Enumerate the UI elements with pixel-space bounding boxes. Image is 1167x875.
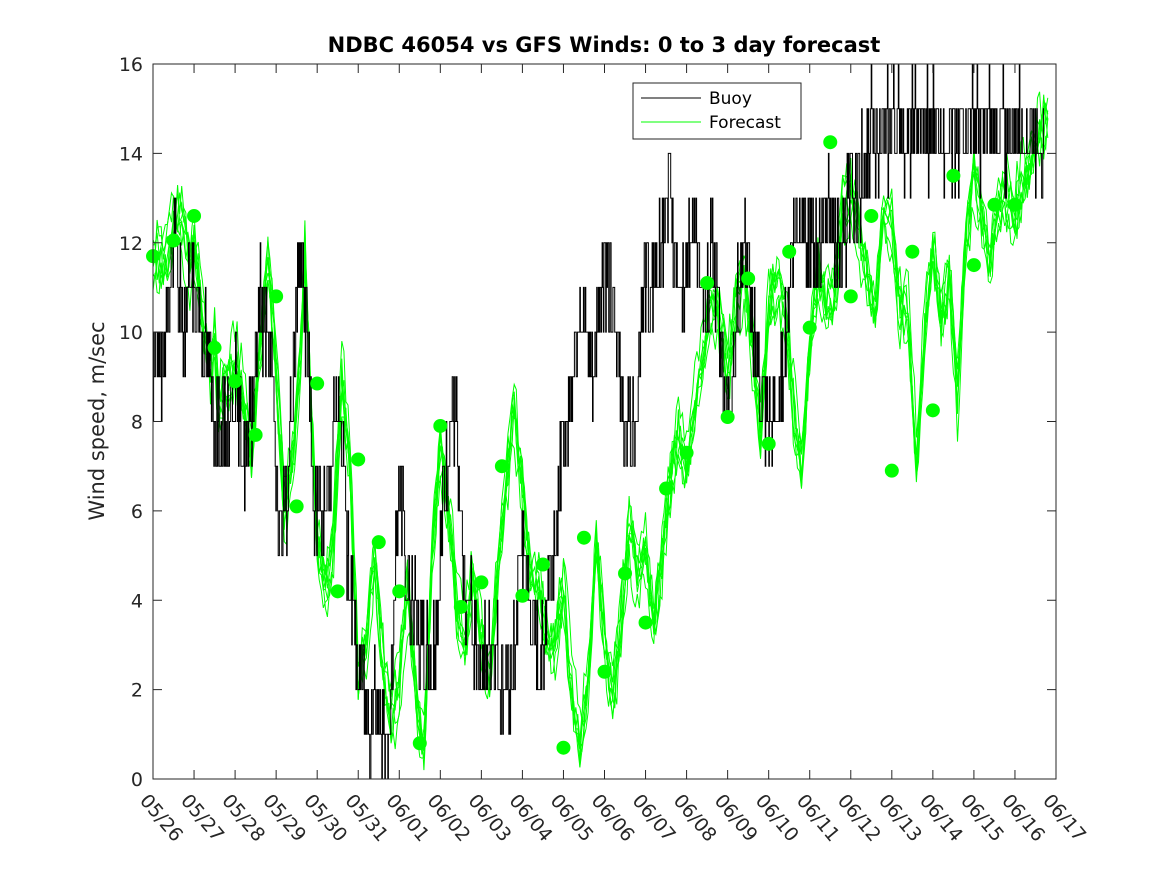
forecast-series <box>153 91 1049 771</box>
y-tick-label: 10 <box>119 322 143 344</box>
forecast-point <box>207 340 222 355</box>
forecast-point <box>823 135 838 150</box>
forecast-point <box>782 244 797 259</box>
forecast-point <box>802 320 817 335</box>
y-axis-label: Wind speed, m/sec <box>85 321 109 520</box>
forecast-point <box>371 535 386 550</box>
forecast-point <box>494 459 509 474</box>
legend-buoy-label: Buoy <box>709 89 752 109</box>
forecast-point <box>228 374 243 389</box>
forecast-point <box>310 376 325 391</box>
forecast-point <box>392 584 407 599</box>
forecast-point <box>741 271 756 286</box>
legend-box <box>632 82 802 140</box>
forecast-point <box>433 418 448 433</box>
forecast-point <box>597 664 612 679</box>
y-axis: 0 2 4 6 8 10 12 14 16 <box>119 54 1056 791</box>
forecast-point <box>966 258 981 273</box>
forecast-point <box>700 275 715 290</box>
forecast-point <box>761 436 776 451</box>
forecast-point <box>925 403 940 418</box>
buoy-series <box>153 64 1044 779</box>
forecast-point <box>269 289 284 304</box>
forecast-point <box>720 410 735 425</box>
forecast-point <box>618 566 633 581</box>
forecast-point <box>1007 197 1022 212</box>
forecast-point <box>412 736 427 751</box>
forecast-point <box>679 445 694 460</box>
y-tick-label: 12 <box>119 233 143 255</box>
forecast-point <box>556 740 571 755</box>
forecast-point <box>515 588 530 603</box>
forecast-point <box>535 557 550 572</box>
forecast-line <box>153 101 1049 749</box>
forecast-point <box>659 481 674 496</box>
chart-title: NDBC 46054 vs GFS Winds: 0 to 3 day fore… <box>328 33 881 57</box>
y-tick-label: 2 <box>131 680 143 702</box>
forecast-point <box>946 168 961 183</box>
forecast-point <box>330 584 345 599</box>
legend: Buoy Forecast <box>632 82 802 140</box>
forecast-point <box>248 427 263 442</box>
buoy-line <box>153 64 1044 779</box>
forecast-point <box>166 233 181 248</box>
forecast-line <box>153 109 1049 751</box>
forecast-point <box>187 208 202 223</box>
forecast-point <box>864 208 879 223</box>
forecast-point <box>638 615 653 630</box>
y-tick-label: 0 <box>131 769 143 791</box>
forecast-point <box>905 244 920 259</box>
y-tick-label: 16 <box>119 54 143 76</box>
forecast-point <box>289 499 304 514</box>
forecast-point <box>453 599 468 614</box>
y-tick-label: 6 <box>131 501 143 523</box>
forecast-point <box>843 289 858 304</box>
legend-forecast-label: Forecast <box>709 113 781 133</box>
forecast-point <box>351 452 366 467</box>
forecast-point <box>987 197 1002 212</box>
forecast-markers <box>146 135 1022 755</box>
y-tick-label: 8 <box>131 412 143 434</box>
forecast-point <box>576 530 591 545</box>
y-tick-label: 4 <box>131 590 143 612</box>
y-tick-label: 14 <box>119 143 143 165</box>
forecast-point <box>474 575 489 590</box>
forecast-point <box>884 463 899 478</box>
